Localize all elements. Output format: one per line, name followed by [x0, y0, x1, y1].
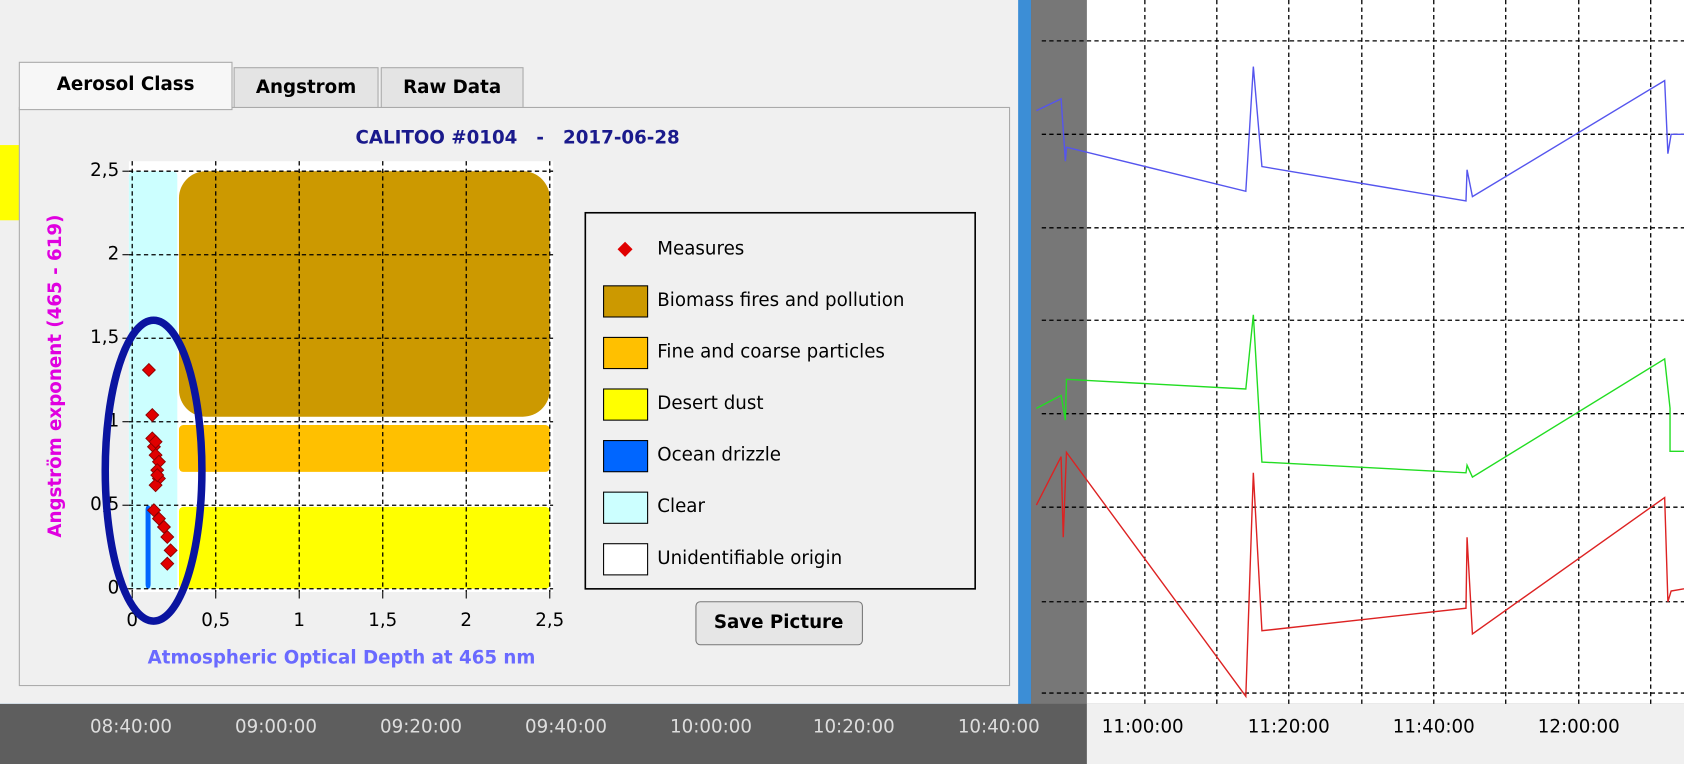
- time-label: 10:40:00: [958, 716, 1040, 737]
- x-axis-label: Atmospheric Optical Depth at 465 nm: [148, 648, 536, 669]
- time-label: 11:20:00: [1248, 716, 1330, 737]
- legend-label: Fine and coarse particles: [657, 341, 885, 362]
- x-tick-label: 1: [293, 610, 305, 631]
- time-label: 10:00:00: [670, 716, 752, 737]
- legend-swatch: [604, 441, 648, 472]
- legend-label: Desert dust: [657, 393, 763, 414]
- right-chart: [1087, 0, 1684, 704]
- y-axis-label: Angström exponent (465 - 619): [45, 215, 66, 538]
- y-tick-label: 1,5: [90, 327, 119, 348]
- x-tick-label: 2: [460, 610, 472, 631]
- time-label: 09:40:00: [525, 716, 607, 737]
- screen: Aerosol Class Angstrom Raw Data CALITOO …: [0, 0, 1684, 764]
- y-tick-label: 2,5: [90, 160, 119, 181]
- legend-swatch: [604, 389, 648, 420]
- legend-label: Ocean drizzle: [657, 445, 781, 466]
- time-label: 10:20:00: [813, 716, 895, 737]
- background-app: [0, 145, 19, 220]
- region: [146, 505, 151, 589]
- region: [179, 171, 550, 417]
- legend-swatch: [604, 337, 648, 368]
- time-label: 09:00:00: [235, 716, 317, 737]
- region: [179, 425, 550, 472]
- time-label: 09:20:00: [380, 716, 462, 737]
- time-label: 11:40:00: [1393, 716, 1475, 737]
- legend-swatch: [604, 286, 648, 317]
- tab-label[interactable]: Angstrom: [256, 77, 356, 98]
- tab-label[interactable]: Raw Data: [403, 77, 501, 98]
- time-label: 08:40:00: [90, 716, 172, 737]
- splitter: [1031, 0, 1087, 704]
- x-tick-label: 1,5: [368, 610, 397, 631]
- legend-label: Biomass fires and pollution: [657, 290, 904, 311]
- y-tick-label: 2: [108, 244, 120, 265]
- x-tick-label: 2,5: [535, 610, 564, 631]
- legend-label: Clear: [657, 496, 705, 517]
- legend-swatch: [604, 544, 648, 575]
- legend-label: Measures: [657, 238, 744, 259]
- x-tick-label: 0,5: [201, 610, 230, 631]
- legend-swatch: [604, 492, 648, 523]
- legend-label: Unidentifiable origin: [657, 548, 842, 569]
- region: [179, 507, 550, 589]
- chart-title: CALITOO #0104 - 2017-06-28: [356, 128, 680, 149]
- time-label: 11:00:00: [1102, 716, 1184, 737]
- tab-label[interactable]: Aerosol Class: [57, 74, 195, 95]
- time-label: 12:00:00: [1538, 716, 1620, 737]
- button-label[interactable]: Save Picture: [714, 612, 844, 633]
